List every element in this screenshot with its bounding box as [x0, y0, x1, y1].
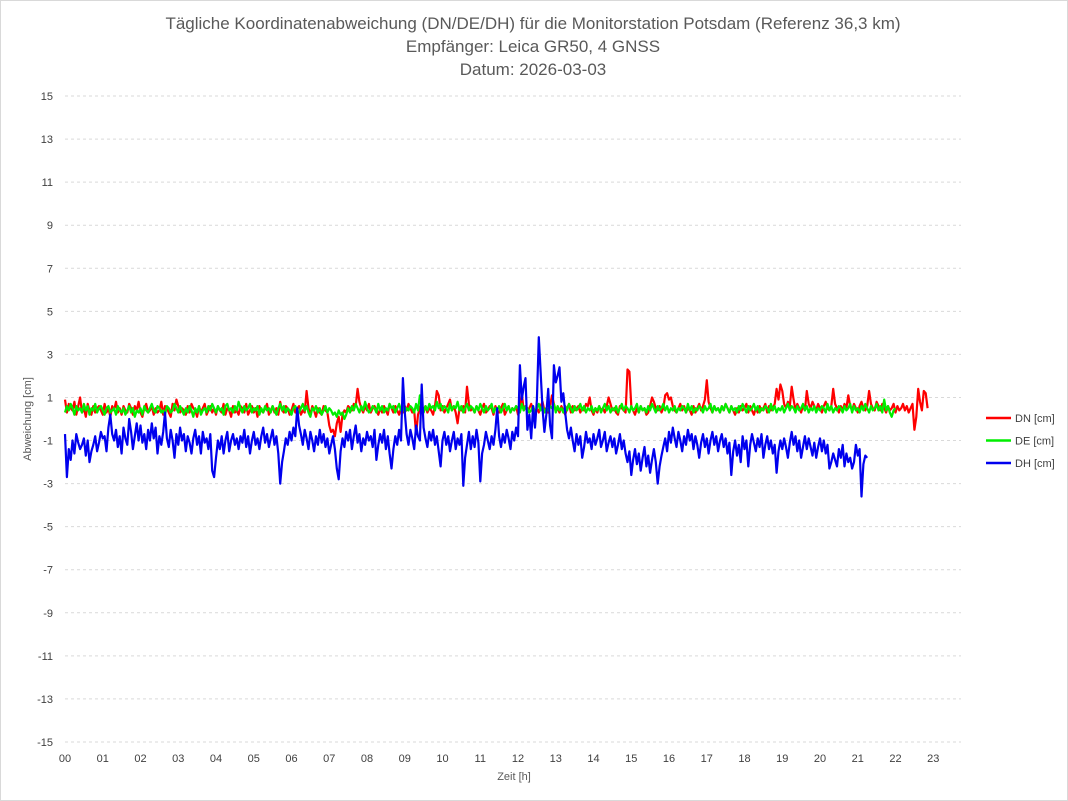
- x-tick-labels: 00 01 02 03 04 05 06 07 08 09 10 11 12 13 14 15 16 17 18 19…: [59, 753, 940, 765]
- x-tick-label: 08: [361, 753, 373, 765]
- y-tick-label: 15: [41, 91, 53, 103]
- x-tick-label: 22: [889, 753, 901, 765]
- series-lines: [63, 336, 929, 498]
- x-tick-label: 06: [285, 753, 297, 765]
- y-tick-label: 5: [47, 306, 53, 318]
- chart-title: Tägliche Koordinatenabweichung (DN/DE/DH…: [165, 14, 900, 33]
- y-tick-label: 3: [47, 349, 53, 361]
- y-tick-label: 9: [47, 220, 53, 232]
- gridlines: [65, 95, 961, 743]
- legend: DN [cm] DE [cm] DH [cm]: [986, 413, 1055, 470]
- x-tick-label: 11: [475, 753, 486, 765]
- y-tick-label: 11: [42, 177, 53, 189]
- y-tick-labels: 15 13 11 9 7 5 3 1 -1 -3 -5 -7 -9 -11 -13 -15: [37, 91, 53, 749]
- legend-label-dn: DN [cm]: [1015, 413, 1055, 425]
- x-tick-label: 10: [436, 753, 448, 765]
- legend-label-de: DE [cm]: [1015, 436, 1054, 448]
- y-tick-label: 7: [47, 263, 53, 275]
- x-tick-label: 00: [59, 753, 71, 765]
- x-tick-label: 01: [97, 753, 109, 765]
- series-line-dh: [63, 336, 869, 498]
- y-tick-label: -15: [37, 737, 53, 749]
- x-tick-label: 18: [738, 753, 750, 765]
- x-axis-title: Zeit [h]: [497, 771, 531, 783]
- y-tick-label: -9: [43, 608, 53, 620]
- chart-date: Datum: 2026-03-03: [460, 60, 606, 79]
- y-tick-label: -3: [43, 479, 53, 491]
- y-tick-label: -1: [43, 436, 53, 448]
- x-tick-label: 07: [323, 753, 335, 765]
- chart-subtitle: Empfänger: Leica GR50, 4 GNSS: [406, 37, 660, 56]
- x-tick-label: 09: [399, 753, 411, 765]
- x-tick-label: 02: [134, 753, 146, 765]
- x-tick-label: 03: [172, 753, 184, 765]
- x-tick-label: 13: [550, 753, 562, 765]
- y-tick-label: -11: [38, 651, 53, 663]
- x-tick-label: 19: [776, 753, 788, 765]
- x-tick-label: 04: [210, 753, 222, 765]
- y-axis-title: Abweichung [cm]: [22, 377, 34, 461]
- y-tick-label: -5: [43, 522, 53, 534]
- x-tick-label: 21: [852, 753, 864, 765]
- x-tick-label: 14: [587, 753, 599, 765]
- series-line-de: [63, 394, 897, 421]
- y-tick-label: -7: [43, 565, 53, 577]
- y-tick-label: 1: [47, 392, 53, 404]
- x-tick-label: 05: [248, 753, 260, 765]
- y-tick-label: 13: [41, 134, 53, 146]
- x-tick-label: 12: [512, 753, 524, 765]
- x-tick-label: 16: [663, 753, 675, 765]
- x-tick-label: 20: [814, 753, 826, 765]
- legend-label-dh: DH [cm]: [1015, 458, 1055, 470]
- x-tick-label: 15: [625, 753, 637, 765]
- x-tick-label: 17: [701, 753, 713, 765]
- y-tick-label: -13: [37, 694, 53, 706]
- chart-title-group: Tägliche Koordinatenabweichung (DN/DE/DH…: [165, 14, 900, 79]
- x-tick-label: 23: [927, 753, 939, 765]
